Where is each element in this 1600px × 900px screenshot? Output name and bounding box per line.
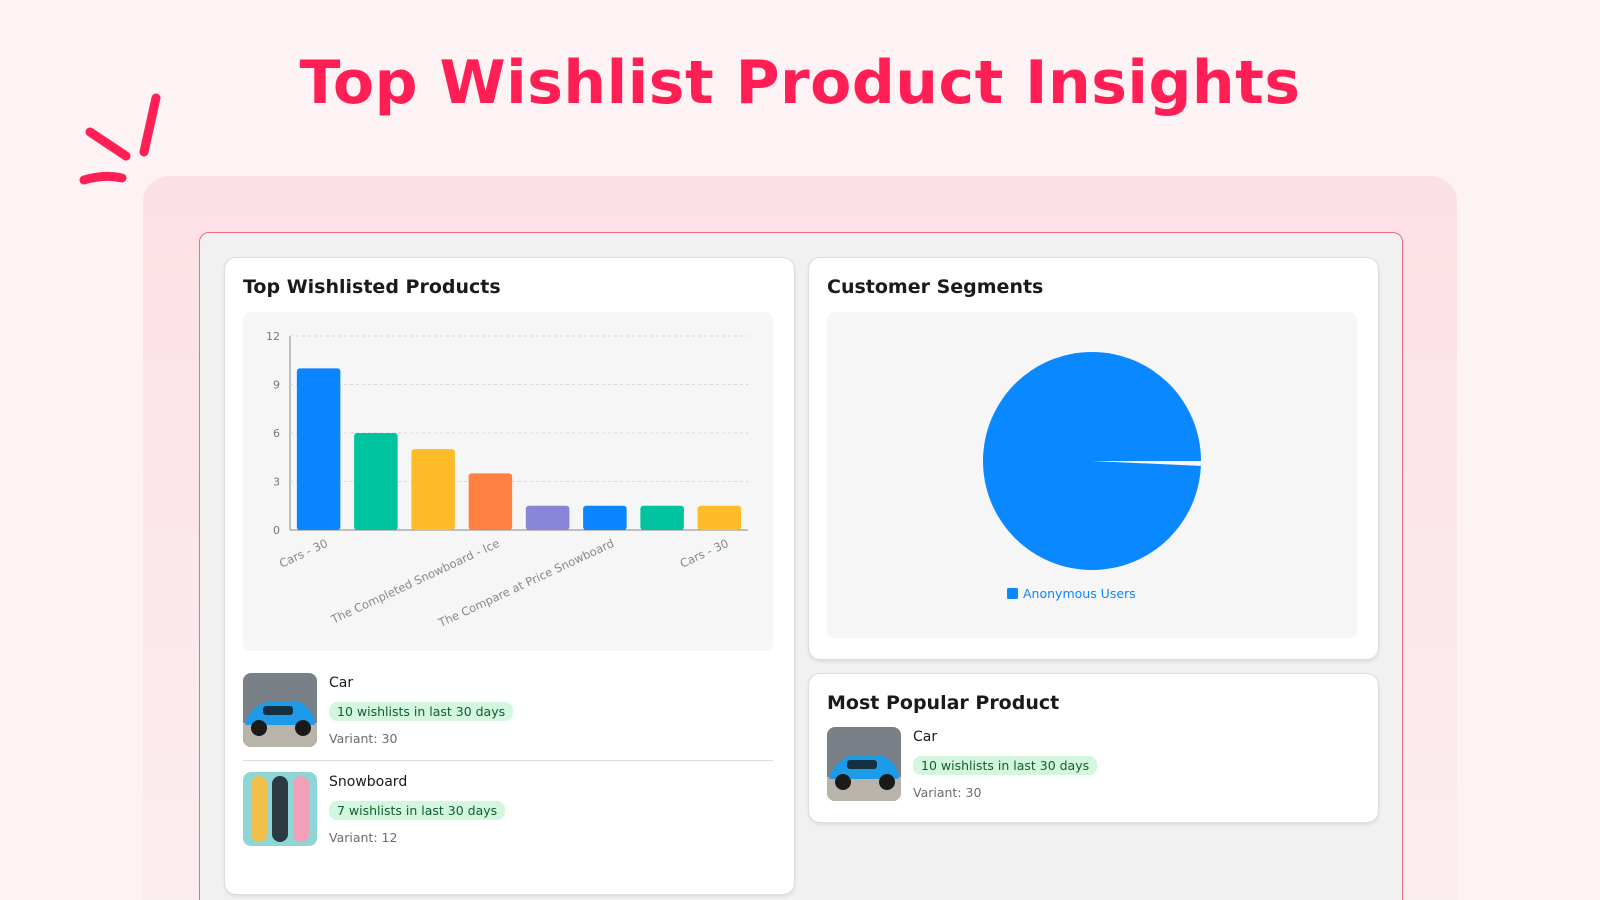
y-tick-label: 12 [266,330,280,343]
car-image [243,673,317,747]
bar [468,473,513,530]
product-thumb [243,772,317,846]
bar [525,505,570,530]
y-tick-label: 6 [273,427,280,440]
page-title: Top Wishlist Product Insights [299,48,1301,118]
bar [583,505,627,530]
pie-chart: Anonymous Users [983,352,1203,601]
popular-card [808,673,1379,823]
bar [697,505,742,530]
bar [354,433,398,530]
x-tick-label: Cars - 30 [277,536,330,571]
card-title: Top Wishlisted Products [243,276,501,298]
y-tick-label: 9 [273,379,280,392]
scribble [79,93,161,185]
wishlist-badge: 10 wishlists in last 30 days [913,756,1098,775]
bar [411,449,455,530]
product-thumb [243,673,317,747]
x-tick-label: Cars - 30 [678,536,731,571]
variant: Variant: 30 [329,731,398,746]
bar [296,368,341,530]
variant: Variant: 12 [329,830,398,845]
product-name: Snowboard [329,774,408,790]
card-title: Most Popular Product [827,692,1060,714]
car-image [827,727,901,801]
y-tick-label: 3 [273,476,280,489]
snowboard-image [243,772,317,846]
variant: Variant: 30 [913,785,982,800]
product-name: Car [913,729,938,745]
pie-gap [1092,461,1203,466]
bar [640,505,684,530]
y-tick-label: 0 [273,524,280,537]
x-tick-label: The Compare at Price Snowboard [435,536,616,630]
legend-swatch [1007,588,1018,599]
card-title: Customer Segments [827,276,1044,298]
legend-label: Anonymous Users [1023,586,1136,601]
wishlist-badge: 10 wishlists in last 30 days [329,702,514,721]
wishlist-badge: 7 wishlists in last 30 days [329,801,506,820]
product-thumb [827,727,901,801]
product-name: Car [329,675,354,691]
separator [243,760,773,761]
